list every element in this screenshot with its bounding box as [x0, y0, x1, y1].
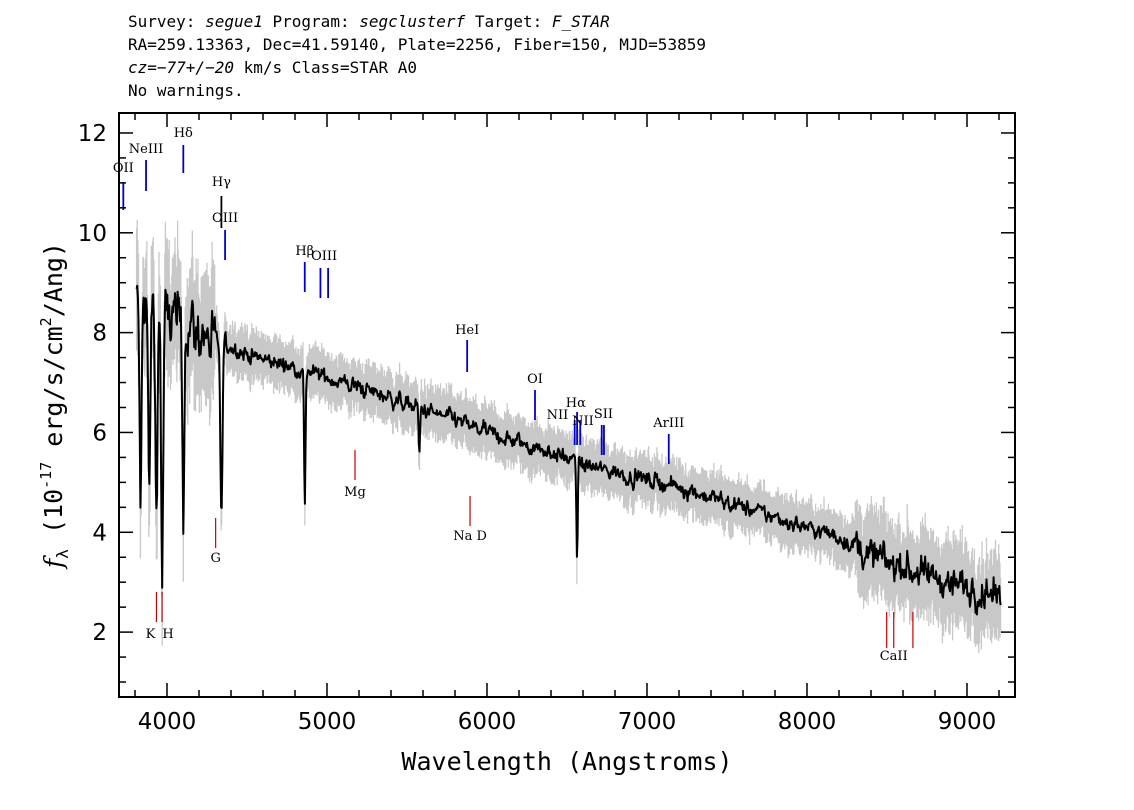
- emission-line-label: Hβ: [295, 244, 314, 259]
- emission-line-label: Hδ: [174, 126, 193, 141]
- absorption-line-label: Mg: [344, 485, 366, 500]
- classification: Class=STAR A0: [291, 58, 418, 77]
- y-axis-title: fλ (10-17 erg/s/cm2/Ang): [37, 242, 72, 570]
- x-tick-label: 4000: [138, 709, 197, 735]
- plot-frame: [118, 112, 1016, 698]
- y-tick-label: 12: [78, 121, 107, 147]
- x-tick-label: 5000: [298, 709, 357, 735]
- absorption-line-label: K: [146, 627, 156, 642]
- y-tick-label: 2: [92, 620, 107, 646]
- x-tick-label: 9000: [938, 709, 997, 735]
- emission-line-label: ArIII: [652, 416, 684, 431]
- absorption-line-label: H: [162, 627, 173, 642]
- emission-line-label: NII: [572, 414, 594, 429]
- y-tick-label: 4: [92, 520, 107, 546]
- x-tick-label: 7000: [618, 709, 677, 735]
- axis-ticks: 4000 5000 6000 7000 8000 9000 2 4 6 8 10 12: [78, 113, 1015, 735]
- spectrum-plot-area: [135, 220, 1002, 654]
- absorption-line-label: CaII: [880, 649, 908, 664]
- emission-line-label: OIII: [212, 211, 238, 226]
- emission-line-label: NeIII: [129, 142, 163, 157]
- noise-band: [135, 220, 1002, 654]
- x-tick-label: 8000: [778, 709, 837, 735]
- program-label: Program:: [272, 12, 350, 31]
- redshift-value: cz=−77+/−20: [128, 58, 234, 77]
- y-tick-label: 6: [92, 420, 107, 446]
- flux-line: [135, 284, 1002, 616]
- y-tick-label: 10: [78, 221, 107, 247]
- emission-line-label: OII: [113, 161, 134, 176]
- emission-line-label: Hα: [566, 396, 586, 411]
- emission-line-label: HeI: [455, 323, 479, 338]
- program-value: segclusterf: [359, 12, 466, 31]
- redshift-unit: km/s: [243, 58, 283, 77]
- coordinates-line: RA=259.13363, Dec=41.59140, Plate=2256, …: [128, 35, 706, 54]
- emission-line-label: OI: [527, 372, 543, 387]
- spectrum-header: Survey: segue1 Program: segclusterf Targ…: [128, 10, 706, 102]
- survey-value: segue1: [205, 12, 263, 31]
- survey-label: Survey:: [128, 12, 196, 31]
- emission-line-label: OIII: [311, 249, 337, 264]
- emission-line-label: NII: [547, 408, 569, 423]
- emission-line-label: Hγ: [212, 175, 231, 190]
- absorption-line-label: Na D: [453, 529, 487, 544]
- x-axis-title: Wavelength (Angstroms): [401, 747, 732, 776]
- x-tick-label: 6000: [458, 709, 517, 735]
- warnings-line: No warnings.: [128, 81, 244, 100]
- y-tick-label: 8: [92, 321, 107, 347]
- target-value: F_STAR: [551, 12, 610, 31]
- emission-line-label: SII: [594, 407, 613, 422]
- target-label: Target:: [474, 12, 543, 31]
- absorption-line-label: G: [210, 551, 220, 566]
